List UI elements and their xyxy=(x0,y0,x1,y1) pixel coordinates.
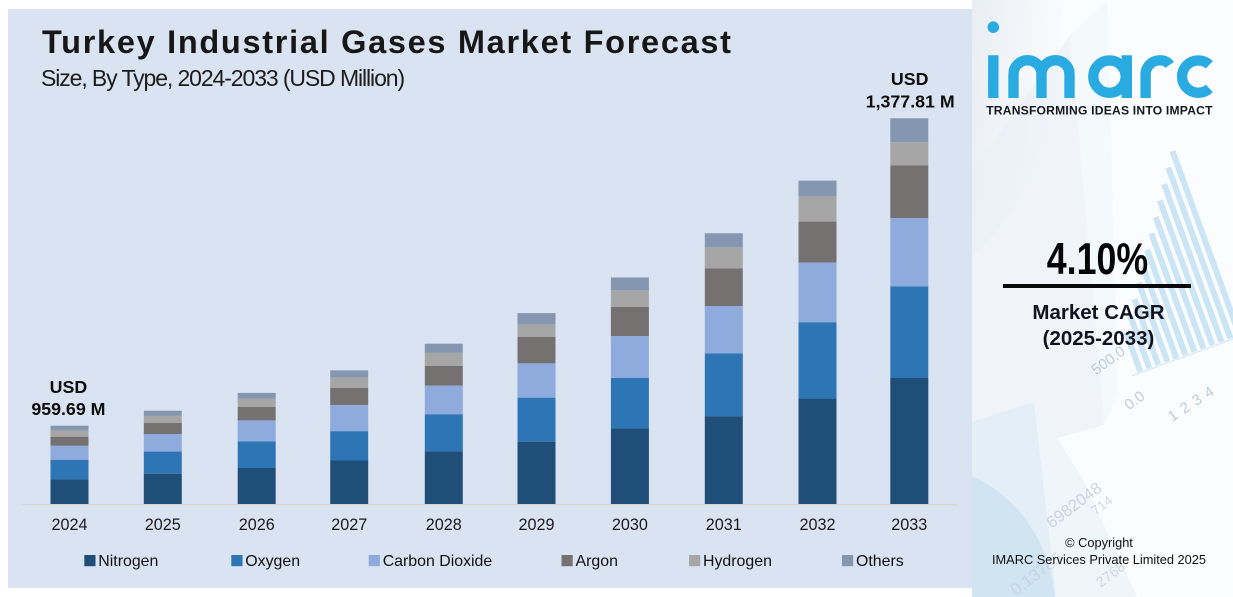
svg-text:2029: 2029 xyxy=(518,516,554,534)
svg-text:USD: USD xyxy=(50,377,88,397)
svg-text:2024: 2024 xyxy=(51,516,87,534)
svg-text:Carbon Dioxide: Carbon Dioxide xyxy=(383,553,493,570)
svg-text:Hydrogen: Hydrogen xyxy=(703,553,772,570)
svg-text:2026: 2026 xyxy=(239,516,275,534)
svg-text:959.69 M: 959.69 M xyxy=(31,399,105,419)
svg-text:2025: 2025 xyxy=(145,516,181,534)
svg-text:2027: 2027 xyxy=(331,516,367,534)
svg-text:Nitrogen: Nitrogen xyxy=(98,553,158,570)
svg-text:USD: USD xyxy=(891,69,929,89)
svg-text:Oxygen: Oxygen xyxy=(245,553,300,570)
svg-text:Others: Others xyxy=(856,553,904,570)
svg-text:2028: 2028 xyxy=(426,516,462,534)
svg-text:Argon: Argon xyxy=(576,553,618,570)
svg-text:4.10%: 4.10% xyxy=(1047,235,1149,284)
svg-text:1,377.81 M: 1,377.81 M xyxy=(866,91,955,111)
svg-text:2032: 2032 xyxy=(799,516,835,534)
svg-text:2033: 2033 xyxy=(891,516,927,534)
svg-text:2031: 2031 xyxy=(706,516,742,534)
svg-text:TRANSFORMING IDEAS INTO IMPACT: TRANSFORMING IDEAS INTO IMPACT xyxy=(986,103,1213,117)
svg-text:2030: 2030 xyxy=(612,516,648,534)
